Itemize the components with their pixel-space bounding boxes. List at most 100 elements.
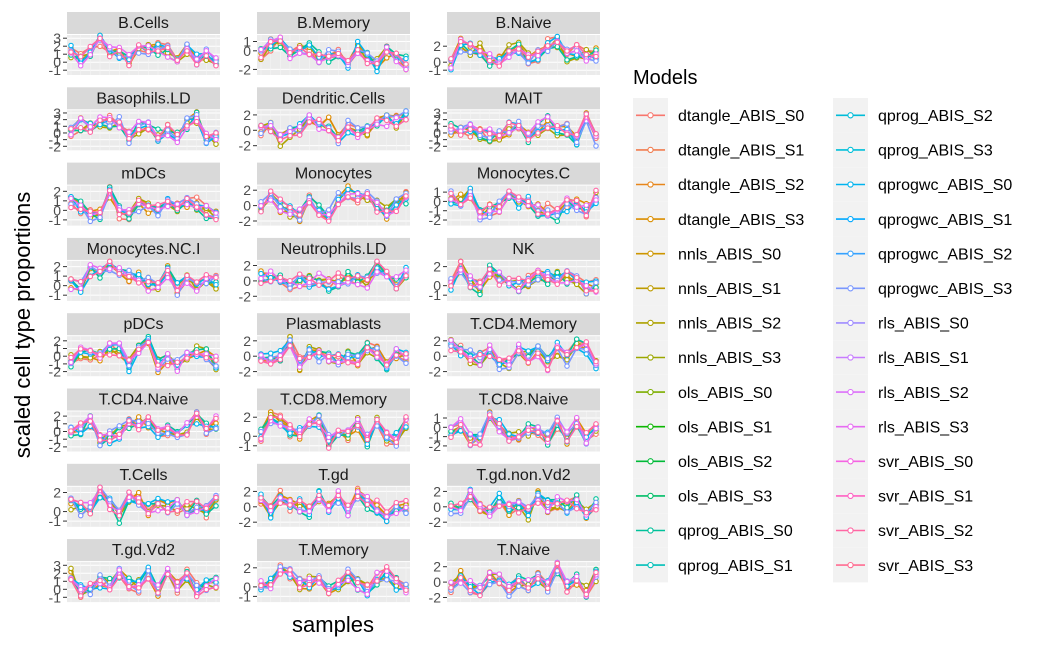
- data-point: [593, 358, 599, 365]
- data-point: [155, 41, 161, 47]
- data-point: [325, 53, 332, 60]
- panel-strip: [257, 12, 410, 34]
- data-point: [335, 283, 342, 289]
- data-point: [554, 345, 561, 351]
- data-point: [106, 53, 113, 60]
- y-tick-label: -2: [239, 213, 252, 229]
- legend-item: qprog_ABIS_S0: [633, 513, 793, 548]
- data-point: [213, 55, 219, 61]
- legend-label: ols_ABIS_S1: [678, 419, 772, 436]
- data-point: [77, 504, 84, 511]
- data-point: [364, 60, 371, 67]
- data-point: [448, 201, 454, 207]
- data-point: [87, 347, 94, 354]
- data-point: [164, 425, 171, 431]
- data-point: [277, 208, 284, 214]
- data-point: [325, 358, 332, 365]
- data-point: [544, 367, 551, 373]
- y-tick-label: 3: [53, 105, 61, 121]
- data-point: [287, 211, 293, 217]
- data-point: [515, 577, 522, 584]
- data-point: [383, 564, 390, 570]
- data-point: [564, 57, 570, 63]
- data-point: [354, 125, 361, 131]
- data-point: [535, 500, 541, 506]
- data-point: [87, 43, 94, 50]
- data-point: [164, 430, 171, 437]
- legend-item: qprog_ABIS_S1: [633, 547, 793, 583]
- data-point: [325, 127, 332, 134]
- legend-item: nnls_ABIS_S1: [633, 271, 781, 306]
- data-point: [506, 587, 512, 594]
- data-point: [535, 48, 541, 55]
- data-point: [486, 412, 493, 418]
- data-point: [383, 212, 390, 219]
- data-point: [525, 359, 532, 366]
- data-point: [457, 191, 464, 197]
- data-point: [544, 585, 551, 592]
- data-point: [258, 54, 264, 61]
- data-point: [155, 590, 161, 596]
- legend-title: Models: [633, 67, 697, 89]
- data-point: [184, 420, 190, 426]
- data-point: [287, 502, 293, 508]
- panel: T.gd 20-2: [239, 463, 410, 530]
- data-point: [393, 510, 400, 517]
- data-point: [583, 51, 590, 58]
- data-point: [316, 51, 322, 58]
- legend-label: qprogwc_ABIS_S2: [878, 246, 1012, 263]
- data-point: [193, 421, 200, 427]
- legend-item: rls_ABIS_S3: [833, 409, 969, 444]
- data-point: [155, 135, 161, 141]
- data-point: [477, 508, 483, 514]
- data-point: [116, 520, 123, 526]
- data-point: [525, 130, 532, 136]
- data-point: [135, 131, 142, 137]
- data-point: [583, 429, 590, 436]
- panel: Plasmablasts 20-2: [239, 313, 410, 380]
- data-point: [296, 585, 303, 591]
- data-point: [155, 126, 161, 132]
- series-line: [70, 36, 217, 68]
- series-line: [450, 269, 597, 296]
- data-point: [106, 430, 113, 437]
- data-point: [354, 47, 361, 53]
- data-point: [277, 274, 284, 281]
- data-point: [193, 593, 200, 600]
- data-point: [116, 574, 123, 580]
- data-point: [554, 353, 561, 359]
- data-point: [573, 42, 580, 48]
- data-point: [306, 42, 313, 48]
- data-point: [345, 117, 351, 124]
- data-point: [145, 414, 152, 420]
- data-point: [296, 132, 303, 138]
- legend-item: svr_ABIS_S1: [833, 478, 973, 514]
- data-point: [203, 505, 210, 512]
- data-point: [354, 416, 361, 423]
- y-tick-label: 1: [53, 341, 61, 357]
- data-point: [374, 209, 380, 215]
- data-point: [193, 349, 200, 356]
- data-point: [374, 258, 380, 265]
- data-point: [583, 288, 590, 294]
- data-point: [383, 208, 390, 214]
- data-point: [116, 431, 123, 438]
- data-point: [354, 190, 361, 197]
- y-tick-label: 0: [53, 202, 61, 218]
- data-point: [277, 500, 284, 506]
- panel-title: NK: [512, 241, 535, 258]
- data-point: [203, 280, 210, 287]
- data-point: [193, 498, 200, 505]
- data-point: [213, 130, 219, 136]
- data-point: [126, 273, 132, 280]
- data-point: [106, 340, 113, 346]
- data-point: [296, 283, 303, 290]
- data-point: [383, 509, 390, 515]
- data-point: [496, 503, 503, 509]
- data-point: [593, 53, 599, 60]
- data-point: [393, 499, 400, 506]
- data-point: [213, 503, 219, 509]
- data-point: [496, 490, 503, 497]
- data-point: [267, 197, 274, 203]
